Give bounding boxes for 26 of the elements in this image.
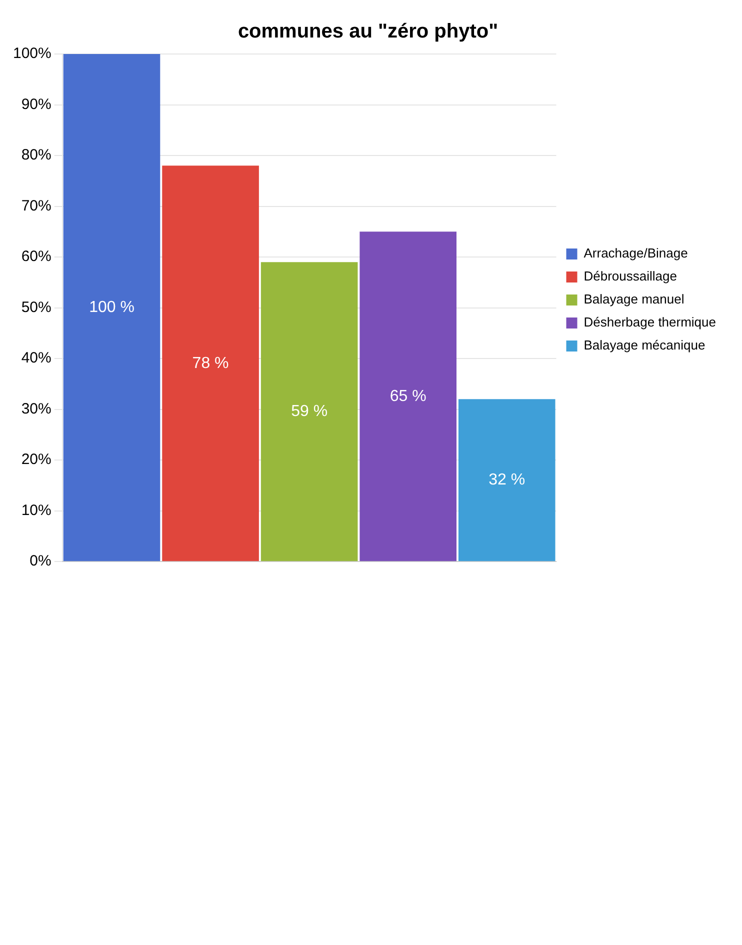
data-label: 65 % [390, 388, 426, 405]
y-tick-label: 60% [21, 248, 52, 266]
legend-label: Désherbage thermique [584, 314, 716, 330]
chart-title: communes au "zéro phyto" [238, 20, 498, 43]
bar [260, 262, 358, 562]
data-label: 100 % [89, 298, 134, 316]
y-tick-label: 40% [21, 350, 52, 367]
y-tick-label: 0% [30, 552, 52, 570]
legend-label: Débroussaillage [584, 268, 677, 284]
data-label: 78 % [192, 354, 229, 372]
legend-label: Arrachage/Binage [584, 246, 688, 261]
y-tick-label: 50% [21, 298, 52, 316]
y-tick-label: 90% [21, 96, 52, 113]
y-tick-label: 10% [21, 502, 52, 519]
legend-label: Balayage mécanique [584, 338, 706, 353]
y-tick-label: 70% [21, 197, 52, 214]
y-tick-label: 80% [21, 146, 52, 164]
bar [360, 232, 456, 562]
data-label: 32 % [488, 472, 526, 489]
data-label: 59 % [291, 403, 328, 420]
y-tick-label: 20% [21, 451, 52, 468]
y-tick-label: 30% [21, 400, 52, 418]
legend-label: Balayage manuel [584, 292, 684, 307]
y-tick-label: 100% [12, 45, 52, 62]
bar [162, 166, 259, 562]
bar [458, 399, 556, 562]
